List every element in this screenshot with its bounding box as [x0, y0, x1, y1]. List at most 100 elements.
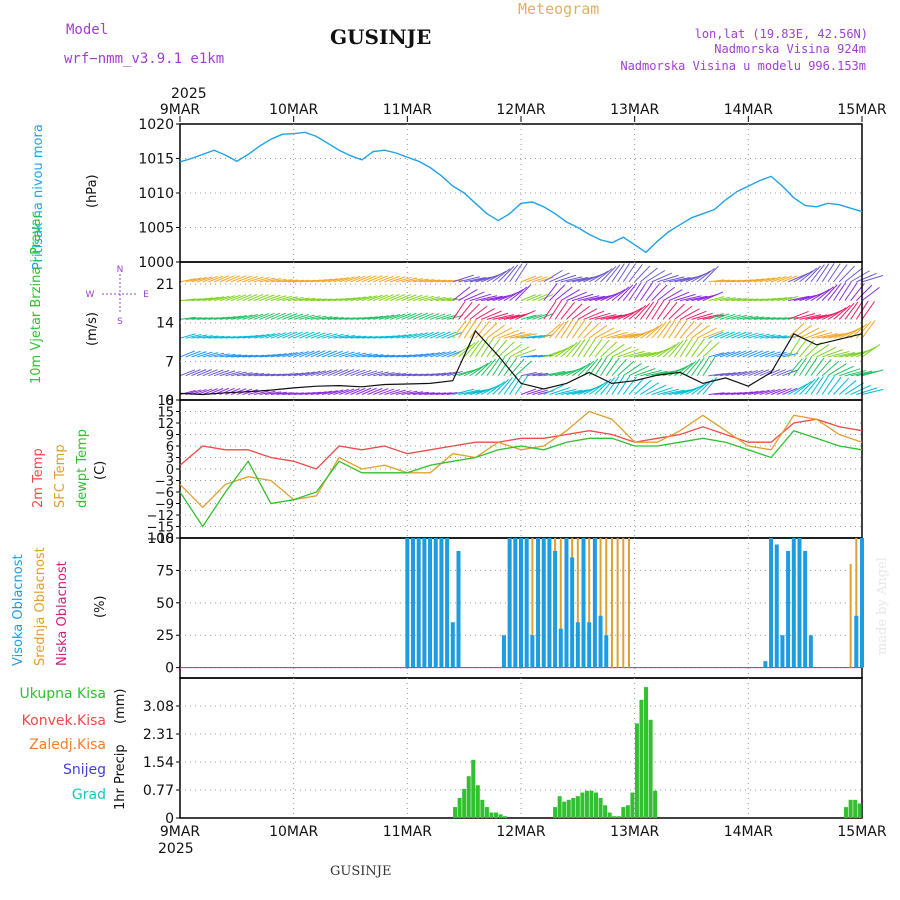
- wind-vector: [480, 383, 501, 395]
- wind-vector: [662, 319, 676, 339]
- wind-vector: [526, 275, 542, 283]
- wind-vector: [838, 380, 857, 395]
- precip-bar: [457, 798, 462, 818]
- wind-vector: [719, 279, 736, 283]
- wind-vector: [196, 388, 213, 395]
- wind-vector: [293, 314, 310, 320]
- y-tick-label: −18: [147, 532, 174, 547]
- mid-cloud-bar: [855, 538, 858, 668]
- wind-vector: [662, 276, 685, 283]
- wind-vector: [736, 332, 753, 339]
- wind-vector: [623, 350, 645, 358]
- wind-vector: [719, 331, 735, 339]
- wind-vector: [344, 388, 360, 395]
- wind-vector: [446, 370, 463, 377]
- wind-vector: [606, 331, 628, 339]
- wind-vector: [191, 369, 207, 377]
- wind-vector: [668, 365, 689, 377]
- wind-vector: [373, 354, 390, 358]
- bottom-date-label: 13MAR: [610, 824, 659, 840]
- wind-vector: [407, 332, 423, 339]
- wind-vector: [645, 300, 659, 320]
- temp-unit: (C): [93, 461, 108, 480]
- wind-vector: [304, 350, 321, 358]
- wind-vector: [390, 372, 407, 377]
- precip-bar: [466, 776, 471, 818]
- wind-vector: [520, 294, 537, 302]
- wind-vector: [321, 390, 338, 395]
- wind-vector: [799, 314, 822, 320]
- wind-vector: [293, 331, 309, 339]
- wind-vector: [583, 383, 604, 395]
- wind-vector: [617, 375, 631, 395]
- high-cloud-bar: [513, 538, 518, 668]
- wind-vector: [589, 312, 611, 320]
- wind-vector: [759, 277, 776, 283]
- high-cloud-bar: [575, 622, 580, 668]
- high-cloud-bar: [445, 538, 450, 668]
- wind-vector: [225, 387, 241, 395]
- wind-vector: [373, 275, 389, 283]
- wind-vector: [759, 334, 776, 339]
- wind-vector: [748, 278, 765, 283]
- wind-vector: [850, 300, 864, 320]
- wind-vector: [225, 275, 241, 283]
- wind-vector: [367, 370, 384, 377]
- wind-unit: (m/s): [85, 312, 100, 346]
- wind-vector: [458, 276, 481, 283]
- precip-bar: [584, 790, 589, 818]
- wind-vector: [185, 333, 202, 339]
- precip-bar: [853, 799, 858, 818]
- wind-vector: [708, 392, 725, 395]
- precip-legend-item: Zaledj.Kisa: [29, 737, 106, 753]
- wind-vector: [339, 297, 355, 302]
- wind-vector: [588, 324, 608, 339]
- wind-vector: [429, 296, 446, 302]
- wind-vector: [532, 313, 548, 320]
- temp-title-sfc: SFC Temp: [53, 444, 68, 508]
- precip-panel: 0 0.77 1.54 2.31 3.08: [143, 677, 863, 827]
- precip-bar: [644, 687, 649, 818]
- wind-vector: [230, 294, 247, 302]
- temp-title-dewpt: dewpt Temp: [75, 429, 90, 508]
- high-cloud-bar: [786, 550, 791, 668]
- wind-vector: [248, 293, 264, 302]
- high-cloud-bar: [428, 538, 433, 668]
- wind-vector: [219, 353, 236, 358]
- wind-vector: [333, 369, 349, 377]
- wind-vector: [475, 295, 498, 302]
- wind-vector: [418, 392, 435, 395]
- wind-vector: [725, 314, 742, 320]
- wind-vector: [736, 391, 753, 395]
- high-cloud-bar: [604, 635, 609, 668]
- wind-vector: [236, 335, 253, 339]
- y-tick-label: 3: [166, 452, 174, 467]
- precip-bar: [630, 792, 635, 818]
- wind-vector: [293, 371, 310, 377]
- wind-vector: [833, 378, 849, 395]
- high-cloud-bar: [524, 538, 529, 668]
- precip-bar: [553, 807, 558, 818]
- wind-vector: [253, 313, 269, 320]
- wind-vector: [543, 384, 564, 395]
- precip-bar: [484, 807, 489, 818]
- wind-vector: [577, 338, 591, 358]
- wind-vector: [282, 279, 299, 283]
- y-tick-label: 15: [157, 406, 174, 421]
- wind-vector: [731, 298, 748, 302]
- high-cloud-bar: [456, 550, 461, 668]
- wind-vector: [810, 344, 830, 358]
- wind-vector: [611, 333, 634, 339]
- wind-vector: [725, 371, 742, 377]
- wind-vector: [412, 312, 428, 320]
- wind-vector: [287, 313, 304, 320]
- wind-vector: [418, 295, 435, 302]
- wind-vector: [338, 351, 355, 358]
- mid-cloud-bar: [610, 538, 613, 668]
- wind-vector: [731, 391, 748, 395]
- wind-vector: [572, 293, 594, 302]
- wind-vector: [219, 316, 236, 320]
- wind-vector: [810, 288, 830, 302]
- wind-vector: [208, 352, 225, 358]
- high-cloud-bar: [797, 538, 802, 668]
